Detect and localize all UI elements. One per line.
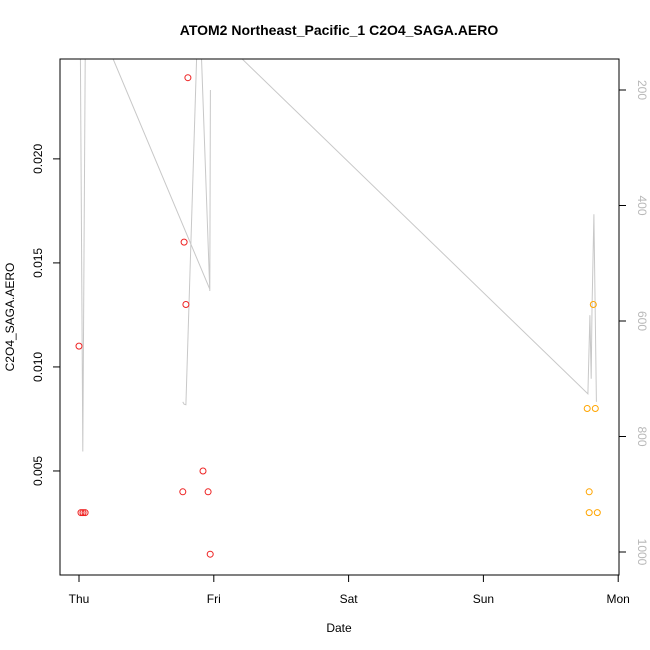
y2-tick-label: 1000 — [635, 539, 649, 566]
data-point-s0-7 — [184, 74, 192, 82]
data-point-s1-5 — [593, 509, 601, 517]
y2-tick-label: 200 — [635, 80, 649, 100]
data-point-s0-6 — [182, 301, 190, 308]
data-point-s0-0 — [75, 342, 83, 350]
data-point-s1-4 — [591, 405, 599, 412]
y-axis-label: C2O4_SAGA.AERO — [3, 263, 17, 372]
y2-tick-label: 400 — [635, 195, 649, 215]
data-point-s0-8 — [199, 467, 207, 475]
data-point-s0-10 — [206, 550, 214, 558]
data-point-s0-9 — [204, 488, 212, 496]
x-tick-label: Mon — [607, 592, 630, 606]
altitude-line — [79, 59, 597, 452]
x-axis-label: Date — [326, 621, 352, 635]
y-tick-label: 0.010 — [31, 352, 45, 382]
x-tick-label: Thu — [69, 592, 90, 606]
y2-tick-label: 600 — [635, 311, 649, 331]
data-point-s0-4 — [179, 488, 187, 496]
data-point-s1-2 — [585, 509, 593, 517]
y-tick-label: 0.015 — [31, 248, 45, 278]
x-tick-label: Sun — [473, 592, 494, 606]
plot-frame — [59, 58, 620, 576]
data-point-s0-3 — [81, 509, 89, 517]
plot-area: Thu Fri Sat Sun Mon 0.005 0.010 0.015 0.020 200 40… — [31, 58, 649, 606]
y-tick-label: 0.020 — [31, 144, 45, 174]
y-tick-label: 0.005 — [31, 456, 45, 486]
data-point-s0-1 — [77, 509, 85, 517]
y2-tick-label: 800 — [635, 426, 649, 446]
data-point-s1-1 — [585, 488, 593, 496]
data-point-s1-0 — [583, 405, 591, 412]
x-tick-label: Sat — [340, 592, 359, 606]
data-point-s0-5 — [180, 238, 188, 246]
chart-title: ATOM2 Northeast_Pacific_1 C2O4_SAGA.AERO — [180, 22, 499, 38]
data-point-s1-3 — [589, 301, 597, 308]
x-tick-label: Fri — [207, 592, 221, 606]
data-point-s0-2 — [79, 509, 87, 517]
